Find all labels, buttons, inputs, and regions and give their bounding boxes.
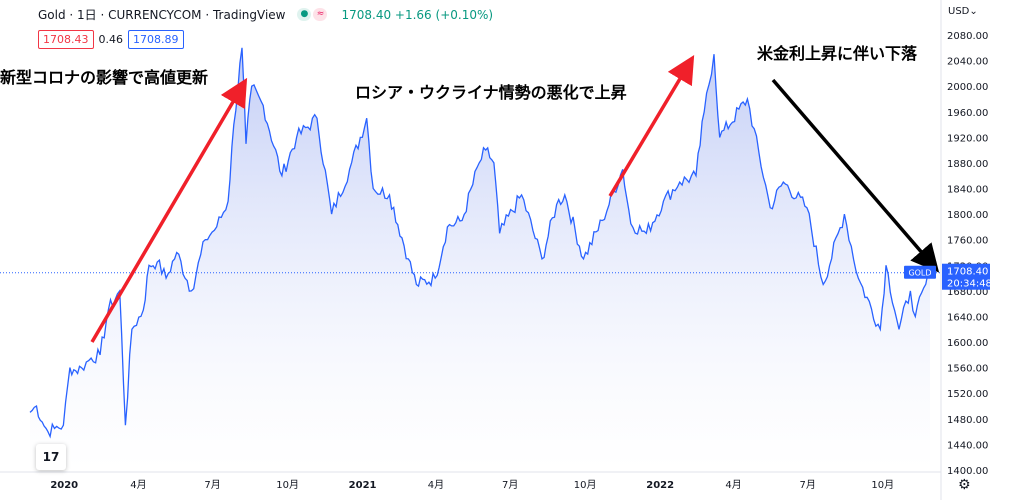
- y-tick-label: 1520.00: [947, 389, 988, 400]
- symbol-tag-text: GOLD: [908, 269, 931, 278]
- x-tick-label: 4月: [725, 479, 741, 491]
- symbol-title[interactable]: Gold · 1日 · CURRENCYCOM · TradingView: [38, 8, 286, 22]
- price-tag-value: 1708.40: [947, 267, 988, 278]
- x-tick-label: 4月: [130, 479, 146, 491]
- symbol-tag-bg: [904, 265, 936, 279]
- y-tick-label: 1880.00: [947, 159, 988, 170]
- x-tick-label: 2021: [349, 480, 377, 491]
- y-tick-label: 1840.00: [947, 185, 988, 196]
- y-tick-label: 1640.00: [947, 312, 988, 323]
- x-tick-label: 10月: [276, 479, 299, 491]
- price-area-fill: [30, 47, 930, 471]
- price-tag-time: 20:34:48: [947, 279, 992, 290]
- price-series-line: [29, 47, 931, 439]
- annotation-covid: 新型コロナの影響で高値更新: [0, 68, 209, 87]
- x-tick-label: 2022: [646, 480, 674, 491]
- black-arrow-rates: [771, 78, 940, 273]
- y-tick-label: 2080.00: [947, 31, 988, 42]
- price-tag-bg: [942, 263, 990, 290]
- annotation-ukraine: ロシア・ウクライナ情勢の悪化で上昇: [355, 83, 627, 102]
- x-tick-label: 10月: [871, 479, 894, 491]
- y-tick-label: 1920.00: [947, 133, 988, 144]
- currency-label: USD: [948, 6, 970, 17]
- x-tick-label: 7月: [800, 479, 816, 491]
- last-price-change: 1708.40 +1.66 (+0.10%): [341, 7, 494, 22]
- currency-selector[interactable]: USD⌄: [948, 6, 978, 17]
- y-tick-label: 1480.00: [947, 415, 988, 426]
- y-tick-label: 1440.00: [947, 440, 988, 451]
- x-tick-label: 4月: [428, 479, 444, 491]
- y-tick-label: 2040.00: [947, 57, 988, 68]
- spread-value: 0.46: [98, 33, 124, 46]
- annotation-rate-hike: 米金利上昇に伴い下落: [757, 44, 918, 63]
- wave-icon[interactable]: ≈: [313, 8, 328, 21]
- y-tick-label: 1560.00: [947, 364, 988, 375]
- indicator-pills[interactable]: ● ≈: [297, 8, 328, 21]
- tradingview-logo-icon[interactable]: 17: [36, 444, 66, 470]
- y-tick-label: 1800.00: [947, 210, 988, 221]
- bid-price[interactable]: 1708.43: [38, 30, 94, 49]
- chevron-down-icon: ⌄: [969, 6, 978, 17]
- y-tick-label: 1680.00: [947, 287, 988, 298]
- dot-icon[interactable]: ●: [297, 8, 312, 21]
- y-tick-label: 1400.00: [947, 466, 988, 477]
- y-tick-label: 1960.00: [947, 108, 988, 119]
- y-tick-label: 1600.00: [947, 338, 988, 349]
- red-arrow-ukraine: [608, 54, 695, 197]
- bid-ask-bar: 1708.43 0.46 1708.89: [38, 30, 184, 49]
- x-tick-label: 7月: [502, 479, 518, 491]
- gear-icon[interactable]: ⚙: [958, 477, 971, 493]
- ask-price[interactable]: 1708.89: [128, 30, 184, 49]
- x-tick-label: 7月: [204, 479, 220, 491]
- y-tick-label: 2000.00: [947, 82, 988, 93]
- chart-header: Gold · 1日 · CURRENCYCOM · TradingView ● …: [38, 6, 493, 23]
- red-arrow-covid: [90, 77, 248, 343]
- y-tick-label: 1760.00: [947, 236, 988, 247]
- x-tick-label: 2020: [50, 480, 78, 491]
- x-tick-label: 10月: [574, 479, 597, 491]
